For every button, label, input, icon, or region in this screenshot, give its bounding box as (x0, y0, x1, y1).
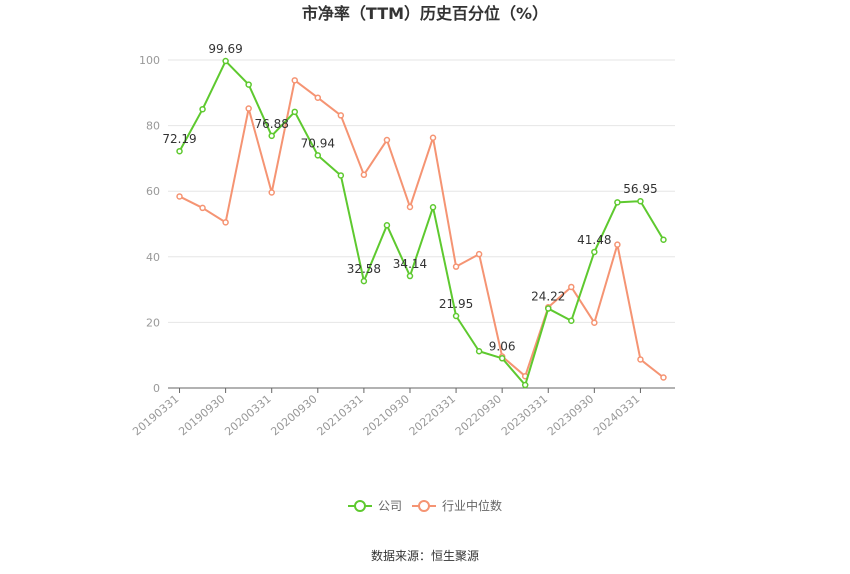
data-point (452, 263, 460, 270)
data-point (660, 374, 667, 381)
data-point (291, 77, 298, 84)
x-tick-label: 20190930 (176, 392, 227, 438)
x-tick-label: 20210331 (315, 392, 366, 438)
data-point (383, 136, 391, 144)
data-label: 70.94 (301, 136, 335, 150)
x-tick-label: 20220331 (407, 392, 458, 438)
data-point (360, 171, 368, 179)
data-point (591, 319, 598, 326)
data-point (360, 277, 368, 285)
data-point (406, 203, 414, 211)
x-tick-label: 20190331 (130, 392, 181, 438)
legend-label: 行业中位数 (442, 498, 502, 513)
legend-label: 公司 (378, 499, 402, 513)
data-point (429, 134, 437, 141)
data-point (498, 355, 506, 362)
data-labels: 72.19 99.69 76.88 70.94 32.58 34.14 21.95 9.06 2… (162, 42, 657, 353)
data-point (568, 283, 575, 291)
x-tick-label: 20220930 (453, 392, 504, 438)
y-axis: 0 20 40 60 80 100 (139, 54, 160, 395)
x-tick-label: 20230930 (545, 392, 596, 438)
data-point (268, 189, 275, 196)
data-label: 76.88 (255, 117, 289, 131)
data-point (406, 272, 414, 280)
data-label: 21.95 (439, 297, 473, 311)
data-point (637, 356, 644, 363)
data-point (637, 197, 644, 205)
data-point (545, 305, 552, 312)
data-label: 34.14 (393, 257, 427, 271)
series-line-company (178, 60, 665, 387)
data-label: 72.19 (162, 132, 196, 146)
y-tick-label: 60 (146, 185, 160, 198)
legend[interactable]: 公司 行业中位数 (348, 498, 502, 513)
y-tick-label: 20 (146, 316, 160, 329)
data-label: 24.22 (531, 290, 565, 304)
data-point (475, 250, 483, 258)
x-tick-label: 20210930 (361, 392, 412, 438)
legend-marker (354, 500, 366, 512)
data-point (614, 199, 621, 206)
data-label: 41.48 (577, 233, 611, 247)
y-tick-label: 0 (153, 382, 160, 395)
data-point (199, 105, 206, 113)
data-point (314, 152, 322, 159)
data-point (660, 236, 667, 243)
series-line-industry-median (179, 79, 665, 379)
data-point (568, 317, 575, 325)
data-point (383, 222, 391, 229)
legend-marker (418, 500, 430, 512)
data-point (614, 241, 621, 248)
x-axis: 2019033120190930202003312020093020210331… (130, 387, 675, 438)
y-tick-label: 80 (146, 120, 160, 133)
data-point (429, 204, 437, 211)
data-label: 56.95 (623, 182, 657, 196)
x-tick-label: 20230331 (499, 392, 550, 438)
data-point (521, 381, 529, 389)
data-point (314, 94, 322, 101)
data-point (245, 105, 252, 112)
data-point (268, 132, 275, 140)
data-label: 32.58 (347, 262, 381, 276)
data-point (222, 219, 229, 226)
data-point (475, 348, 483, 355)
data-label: 99.69 (208, 42, 242, 56)
y-tick-label: 100 (139, 54, 160, 67)
data-point (176, 193, 183, 200)
data-point (245, 81, 252, 88)
data-point (591, 248, 598, 256)
legend-item-company[interactable]: 公司 (348, 499, 402, 513)
x-tick-label: 20200331 (222, 392, 273, 438)
data-point (337, 112, 345, 119)
y-tick-label: 40 (146, 251, 160, 264)
data-point (176, 147, 183, 155)
chart-title: 市净率（TTM）历史百分位（%） (302, 4, 548, 23)
data-point (291, 108, 298, 116)
x-tick-label: 20200930 (268, 392, 319, 438)
legend-item-industry-median[interactable]: 行业中位数 (412, 498, 502, 513)
series-layer (176, 57, 667, 389)
data-point (337, 172, 345, 179)
data-point (199, 204, 206, 212)
data-point (452, 312, 460, 320)
grid (168, 59, 675, 323)
data-point (222, 57, 229, 65)
source-text: 数据来源：恒生聚源 (371, 548, 479, 563)
x-tick-label: 20240331 (591, 392, 642, 438)
data-label: 9.06 (489, 339, 516, 353)
